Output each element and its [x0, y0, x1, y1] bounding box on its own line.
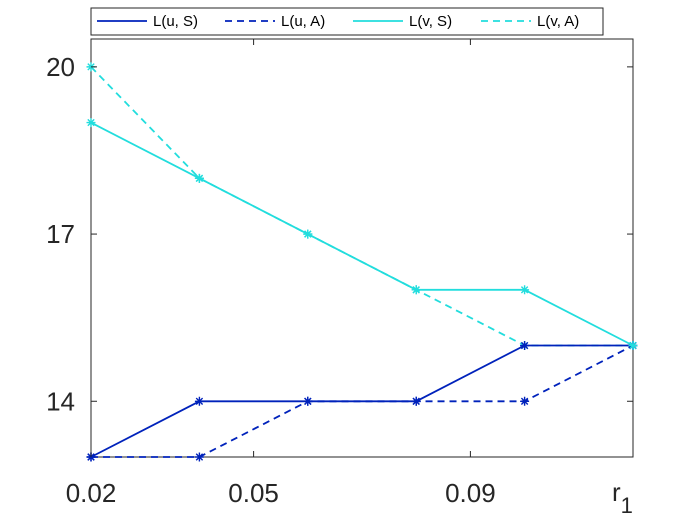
y-tick-label: 14: [46, 386, 75, 416]
legend-items: L(u, S) L(u, A) L(v, S) L(v, A): [97, 13, 579, 30]
y-tick-label: 20: [46, 52, 75, 82]
series-2-point: [520, 396, 530, 406]
legend-label: L(v, A): [537, 13, 579, 30]
series-3-point: [86, 118, 96, 128]
series-2-point: [194, 452, 204, 462]
legend-item-3: L(v, S): [353, 13, 452, 30]
series-3-point: [520, 285, 530, 295]
series-1-point: [303, 396, 313, 406]
legend-item-4: L(v, A): [481, 13, 579, 30]
legend-item-1: L(u, S): [97, 13, 198, 30]
series-3-point: [411, 285, 421, 295]
axis-layer: 14 17 20 0.02 0.05 0.09: [46, 39, 633, 508]
series-3-point: [303, 229, 313, 239]
x-tick-label: 0.02: [66, 478, 117, 508]
x-axis-label-subscript: 1: [621, 493, 633, 518]
series-3-line: [90, 121, 634, 347]
series-1-point: [194, 396, 204, 406]
series-1-line: [90, 344, 633, 458]
x-tick-label: 0.05: [228, 478, 279, 508]
legend-item-2: L(u, A): [225, 13, 325, 30]
legend-label: L(u, S): [153, 13, 198, 30]
series-3: [86, 118, 638, 351]
x-axis-label: r1: [612, 477, 633, 518]
x-axis-label-main: r: [612, 477, 621, 507]
legend-label: L(v, S): [409, 13, 452, 30]
series-2-line: [91, 344, 634, 458]
plot-area: [90, 38, 634, 458]
legend: L(u, S) L(u, A) L(v, S) L(v, A): [90, 7, 604, 36]
y-tick-label: 17: [46, 219, 75, 249]
series-3-point: [628, 341, 638, 351]
series-3-point: [194, 173, 204, 183]
series-layer: [86, 62, 638, 462]
series-1-point: [411, 396, 421, 406]
legend-label: L(u, A): [281, 13, 325, 30]
x-tick-label: 0.09: [445, 478, 496, 508]
series-1-point: [520, 341, 530, 351]
